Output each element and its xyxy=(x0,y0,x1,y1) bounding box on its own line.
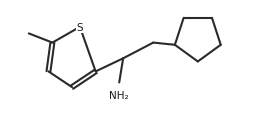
Text: NH₂: NH₂ xyxy=(110,90,129,100)
Text: S: S xyxy=(77,23,83,33)
